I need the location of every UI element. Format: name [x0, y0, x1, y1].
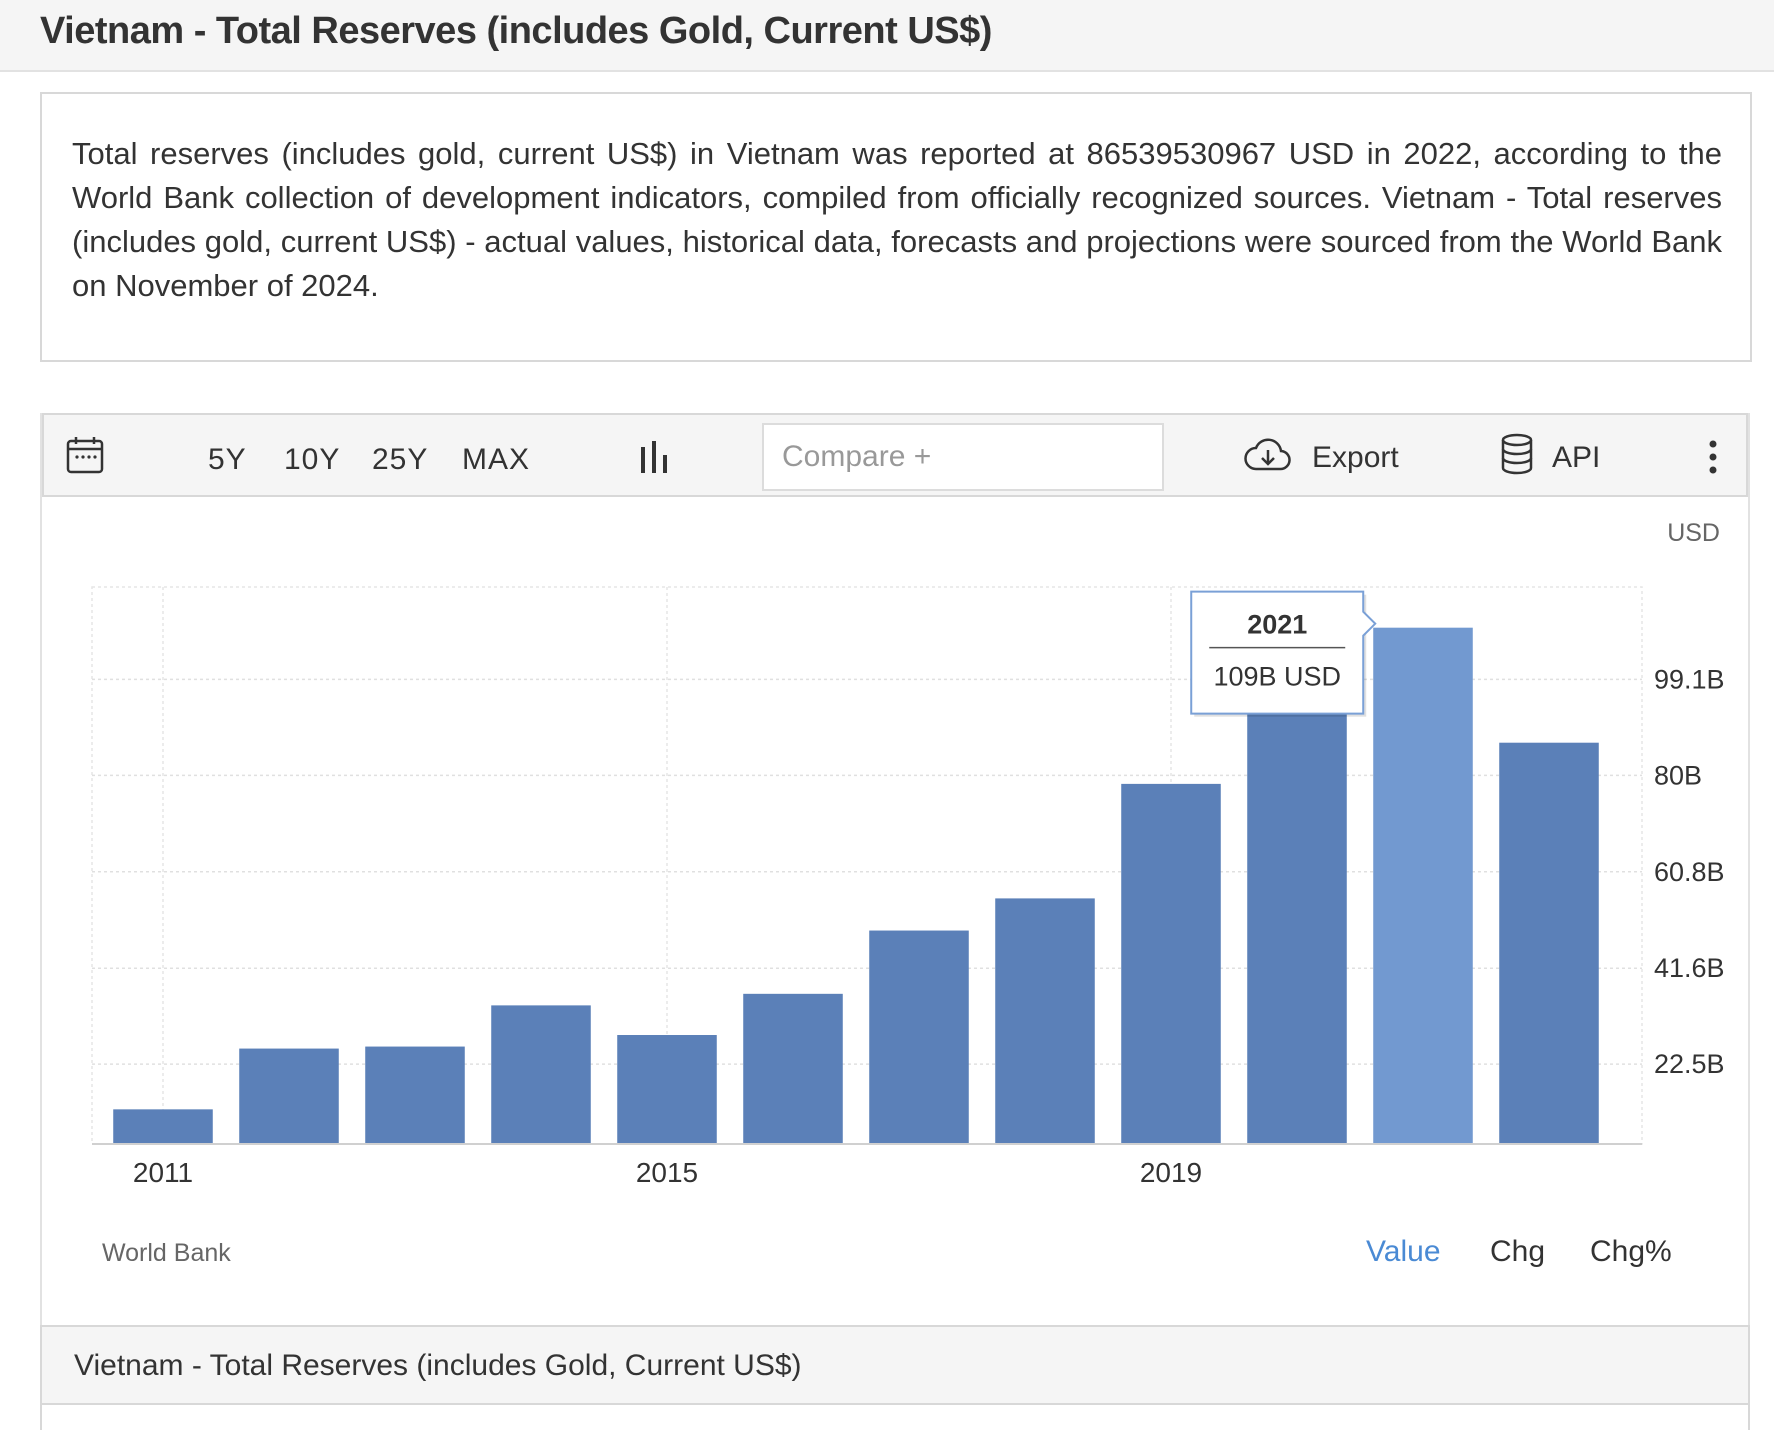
tooltip-box: [1190, 590, 1377, 715]
api-button[interactable]: API: [1552, 441, 1601, 474]
unit-label: USD: [1667, 519, 1720, 547]
x-tick-label: 2015: [636, 1157, 698, 1188]
y-tick-label: 99.1B: [1654, 664, 1725, 694]
y-tick-label: 41.6B: [1654, 953, 1725, 983]
range-10y-button[interactable]: 10Y: [284, 443, 341, 476]
range-25y-button[interactable]: 25Y: [372, 443, 429, 476]
tooltip: 2021 109B USD: [1190, 590, 1377, 717]
bar-2020: [1247, 700, 1347, 1144]
bar-2014: [491, 1005, 591, 1144]
compare-input[interactable]: [762, 423, 1164, 491]
description-box: Total reserves (includes gold, current U…: [40, 92, 1752, 362]
range-5y-button[interactable]: 5Y: [208, 443, 247, 476]
chart-toolbar: 5Y 10Y 25Y MAX Export: [42, 413, 1748, 497]
bar-2022: [1499, 742, 1599, 1144]
bar-2017: [869, 930, 969, 1144]
cloud-download-icon[interactable]: [1244, 437, 1292, 481]
tooltip-year: 2021: [1247, 610, 1307, 640]
page-title: Vietnam - Total Reserves (includes Gold,…: [40, 10, 992, 52]
bar-2013: [365, 1046, 465, 1144]
table-title: Vietnam - Total Reserves (includes Gold,…: [74, 1349, 802, 1382]
value-mode-button[interactable]: Value: [1366, 1235, 1441, 1268]
database-icon[interactable]: [1500, 433, 1534, 483]
bar-chart: 22.5B 41.6B 60.8B 80B 99.1B 2011 2015 2019 2021 1…: [91, 586, 1725, 1188]
y-tick-label: 22.5B: [1654, 1049, 1725, 1079]
table-body: [40, 1405, 1750, 1430]
source-label: World Bank: [102, 1239, 231, 1267]
description-text: Total reserves (includes gold, current U…: [72, 136, 1722, 303]
tooltip-value: 109B USD: [1213, 662, 1341, 692]
bar-chart-icon[interactable]: [638, 439, 670, 483]
chart-panel: 5Y 10Y 25Y MAX Export: [40, 413, 1750, 1333]
bar-2018: [995, 898, 1095, 1144]
bar-2019: [1121, 783, 1221, 1144]
range-max-button[interactable]: MAX: [462, 443, 531, 476]
y-tick-label: 60.8B: [1654, 857, 1725, 887]
bar-2011: [113, 1109, 213, 1144]
bar-2021: [1373, 627, 1473, 1144]
page-header: Vietnam - Total Reserves (includes Gold,…: [0, 0, 1774, 72]
more-vertical-icon[interactable]: [1708, 439, 1718, 483]
x-tick-label: 2019: [1140, 1157, 1202, 1188]
x-tick-label: 2011: [133, 1157, 193, 1188]
chg-mode-button[interactable]: Chg: [1490, 1235, 1546, 1268]
export-button[interactable]: Export: [1312, 441, 1399, 474]
bar-2016: [743, 993, 843, 1144]
bar-2015: [617, 1035, 717, 1144]
calendar-icon[interactable]: [66, 435, 104, 483]
table-header: Vietnam - Total Reserves (includes Gold,…: [40, 1325, 1750, 1405]
bar-2012: [239, 1048, 339, 1144]
chg-pct-mode-button[interactable]: Chg%: [1590, 1235, 1672, 1268]
y-tick-label: 80B: [1654, 760, 1702, 790]
